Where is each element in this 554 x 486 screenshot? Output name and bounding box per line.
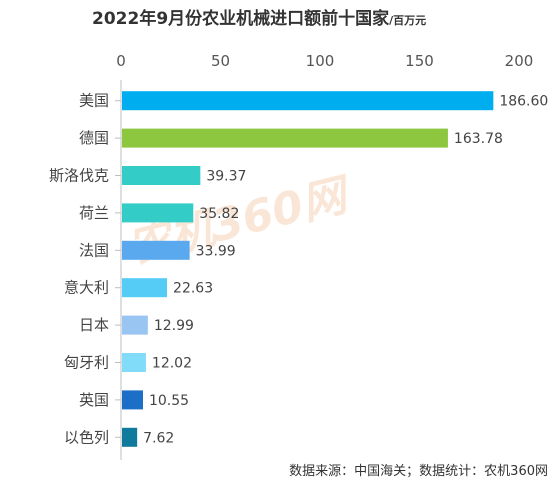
x-tick-label: 150 [405, 52, 434, 70]
bar [122, 390, 143, 410]
value-labels: 186.60 163.78 39.37 35.82 33.99 22.63 12.99 12.… [143, 94, 548, 447]
source-note: 数据来源：中国海关；数据统计：农机360网 [289, 464, 548, 479]
bar [122, 203, 194, 223]
bar [122, 278, 168, 298]
value-label: 39.37 [206, 169, 246, 185]
chart-unit: /百万元 [389, 14, 426, 27]
category-label: 德国 [79, 129, 109, 147]
value-label: 12.02 [152, 356, 192, 372]
chart-title-text: 2022年9月份农业机械进口额前十国家 [92, 8, 389, 29]
bar [122, 427, 138, 447]
x-tick-label: 200 [505, 52, 534, 70]
category-label: 荷兰 [79, 204, 109, 222]
value-label: 7.62 [143, 430, 174, 446]
category-label: 日本 [79, 316, 109, 334]
category-label: 以色列 [64, 428, 109, 446]
x-tick-label: 50 [211, 52, 230, 70]
bar [122, 91, 494, 111]
category-label: 匈牙利 [64, 354, 109, 372]
value-label: 35.82 [199, 206, 239, 222]
bar [122, 128, 448, 148]
x-tick-label: 100 [306, 52, 335, 70]
category-label: 意大利 [64, 279, 109, 297]
bar [122, 315, 148, 335]
bar [122, 240, 190, 260]
category-label: 英国 [79, 391, 109, 409]
x-tick-label: 0 [116, 52, 126, 70]
bars [122, 91, 494, 447]
value-label: 22.63 [173, 281, 213, 297]
value-label: 33.99 [196, 243, 236, 259]
chart-title: 2022年9月份农业机械进口额前十国家/百万元 [92, 8, 426, 29]
value-label: 12.99 [154, 318, 194, 334]
category-label: 法国 [79, 241, 109, 259]
bar [122, 166, 201, 185]
value-label: 10.55 [149, 393, 189, 409]
value-label: 186.60 [499, 94, 548, 110]
x-axis-ticks: 0 50 100 150 200 [116, 52, 533, 70]
category-label: 美国 [79, 92, 109, 110]
bar [122, 353, 146, 372]
value-label: 163.78 [454, 131, 503, 147]
category-label: 斯洛伐克 [49, 167, 109, 185]
